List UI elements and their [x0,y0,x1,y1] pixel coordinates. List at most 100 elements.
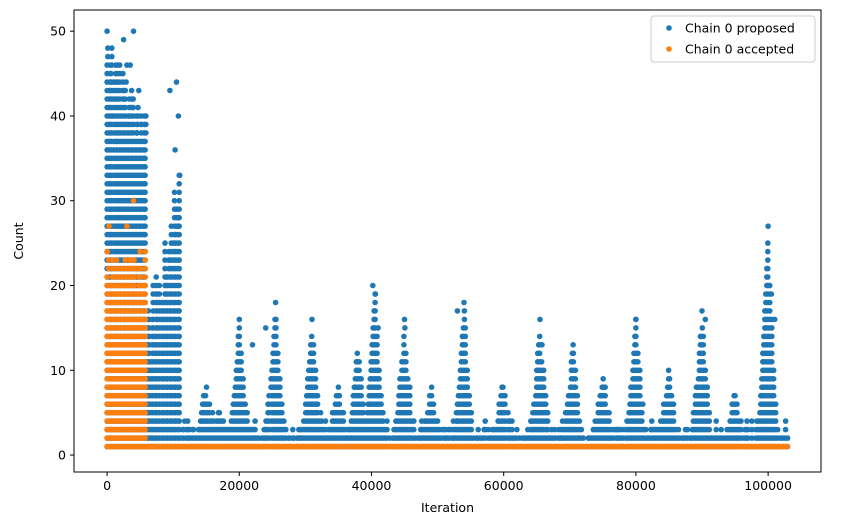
proposed-point [574,409,581,416]
proposed-point [240,376,246,382]
proposed-point [142,240,148,246]
proposed-point [275,359,281,365]
proposed-point [468,409,475,416]
accepted-point [142,367,148,374]
proposed-point [538,359,545,365]
proposed-point [702,376,709,382]
proposed-point [108,70,114,77]
proposed-point [749,426,755,433]
proposed-point [765,248,771,255]
proposed-point [171,189,178,196]
proposed-point [430,409,437,416]
y-tick-label: 40 [50,108,66,123]
proposed-point [354,350,361,357]
proposed-point [176,214,182,221]
proposed-point [749,435,755,441]
proposed-point [378,392,384,399]
proposed-point [109,53,115,60]
proposed-point [784,435,791,441]
proposed-point [514,426,520,433]
proposed-point [540,376,547,382]
proposed-point [310,359,317,365]
proposed-point [281,418,287,424]
legend-marker-proposed [666,25,672,31]
proposed-point [238,350,244,357]
accepted-point [142,409,148,416]
proposed-point [273,325,279,331]
proposed-point [606,409,612,416]
proposed-point [372,291,379,297]
proposed-point [502,392,508,399]
proposed-point [176,359,182,365]
accepted-point [124,223,130,229]
accepted-point [142,291,148,297]
proposed-point [468,426,475,433]
proposed-point [322,418,329,424]
proposed-point [167,87,173,94]
proposed-point [570,350,577,357]
proposed-point [706,426,713,433]
plot-area-frame [73,9,822,473]
proposed-point [142,172,148,179]
proposed-point [461,308,468,314]
proposed-point [407,401,413,408]
accepted-point [784,443,791,450]
proposed-point [782,426,789,433]
proposed-point [336,401,343,408]
proposed-point [540,367,547,374]
accepted-point [134,265,140,272]
proposed-point [209,409,216,416]
proposed-point [767,308,773,314]
proposed-point [176,299,182,306]
proposed-point [238,367,244,374]
series-accepted-points [104,197,791,450]
proposed-point [176,376,182,382]
proposed-point [536,350,543,357]
proposed-point [176,197,182,204]
proposed-point [765,240,771,246]
accepted-point [127,257,133,263]
proposed-point [462,350,469,357]
proposed-point [171,197,178,204]
proposed-point [464,367,471,374]
proposed-point [411,418,417,424]
accepted-point [113,265,120,272]
proposed-point [190,426,197,433]
proposed-point [738,426,744,433]
proposed-point [142,223,148,229]
legend-box [650,15,816,63]
accepted-point [113,257,120,263]
proposed-point [500,384,506,391]
x-tick-label: 20000 [219,478,259,493]
proposed-point [184,418,191,424]
proposed-point [375,325,381,331]
proposed-point [308,333,315,340]
x-tick-label: 100000 [744,478,792,493]
proposed-point [684,426,691,433]
proposed-point [244,409,250,416]
proposed-point [273,333,279,340]
proposed-point [156,282,163,289]
proposed-point [765,223,771,229]
proposed-point [675,426,682,433]
proposed-point [176,291,182,297]
proposed-point [468,418,475,424]
proposed-point [502,401,508,408]
proposed-point [142,181,148,187]
proposed-point [767,299,773,306]
proposed-point [372,308,378,314]
proposed-point [162,257,168,263]
proposed-point [700,333,707,340]
proposed-point [162,248,168,255]
proposed-point [279,401,285,408]
proposed-point [544,426,551,433]
proposed-point [580,435,587,441]
proposed-point [706,409,713,416]
proposed-point [356,359,363,365]
proposed-point [220,418,227,424]
proposed-point [105,53,111,60]
proposed-point [138,121,145,128]
proposed-point [104,28,110,34]
proposed-point [574,401,581,408]
